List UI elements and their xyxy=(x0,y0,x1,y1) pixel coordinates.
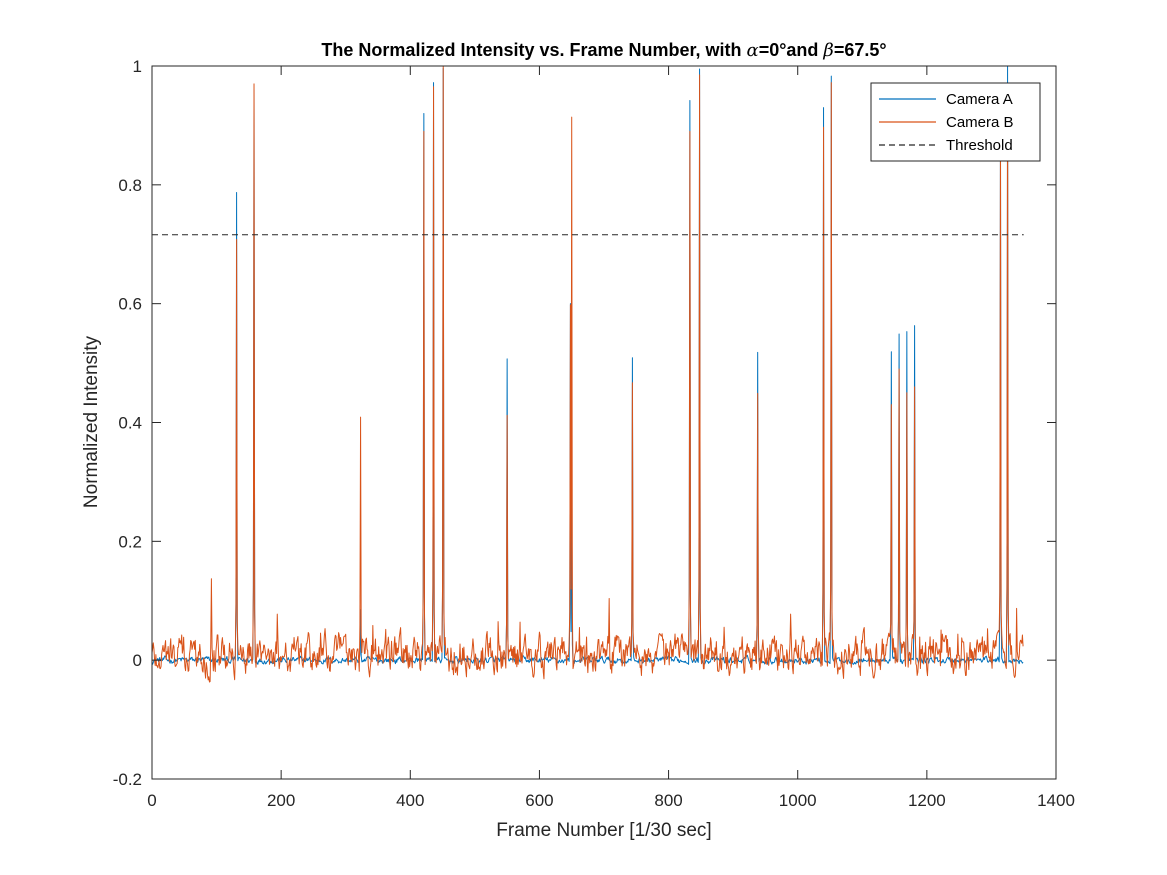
y-tick-label: 0.6 xyxy=(118,295,142,314)
y-tick-label: 0.4 xyxy=(118,414,142,433)
legend-label-camera-a: Camera A xyxy=(946,91,1013,108)
axes-layer: 0 200 400 600 800 1000 1200 1400 -0.2 0 0.2 0.4 0.6 0… xyxy=(113,57,1075,810)
y-tick-label: 0 xyxy=(133,651,142,670)
series-line-camera-b xyxy=(151,65,1024,683)
chart-title: The Normalized Intensity vs. Frame Numbe… xyxy=(321,40,886,61)
x-tick-label: 600 xyxy=(525,791,553,810)
x-tick-label: 0 xyxy=(147,791,156,810)
x-tick-label: 1200 xyxy=(908,791,946,810)
x-axis-label: Frame Number [1/30 sec] xyxy=(496,820,711,841)
plot-area xyxy=(152,66,1056,779)
legend: Camera A Camera B Threshold xyxy=(870,82,1041,162)
x-tick-label: 200 xyxy=(267,791,295,810)
y-tick-label: 1 xyxy=(133,57,142,76)
x-tick-label: 1400 xyxy=(1037,791,1075,810)
y-tick-label: -0.2 xyxy=(113,770,142,789)
x-tick-label: 400 xyxy=(396,791,424,810)
legend-label-threshold: Threshold xyxy=(946,137,1013,154)
y-tick-label: 0.2 xyxy=(118,532,142,551)
y-tick-label: 0.8 xyxy=(118,176,142,195)
legend-label-camera-b: Camera B xyxy=(946,114,1014,131)
series-layer xyxy=(151,65,1024,683)
x-tick-label: 800 xyxy=(654,791,682,810)
y-axis-label: Normalized Intensity xyxy=(81,335,102,508)
x-tick-label: 1000 xyxy=(779,791,817,810)
